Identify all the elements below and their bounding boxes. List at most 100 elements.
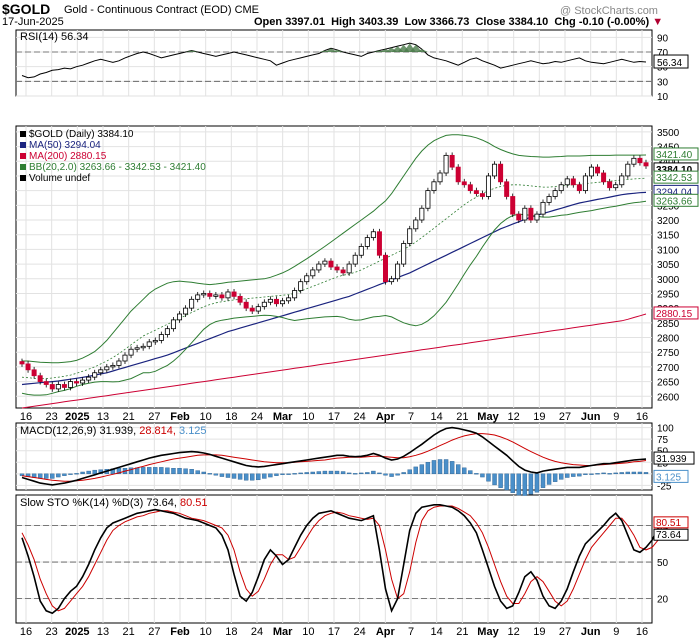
- macd-histogram-bar: [147, 467, 152, 475]
- y-tick-label: 2600: [657, 392, 680, 403]
- macd-histogram-bar: [334, 470, 340, 475]
- x-tick-label: Apr: [376, 626, 396, 638]
- sto-label: Slow STO %K(14) %D(3) 73.64, 80.51: [20, 497, 208, 509]
- macd-hist-value: 3.125: [179, 425, 207, 437]
- candle-body: [134, 347, 140, 350]
- candle-body: [140, 345, 146, 349]
- macd-histogram-bar: [565, 473, 570, 478]
- legend-swatch: [20, 175, 26, 181]
- y-tick-label: 2650: [657, 378, 680, 389]
- candle-body: [195, 294, 201, 300]
- macd-histogram-bar: [286, 473, 291, 475]
- candle-body: [292, 290, 298, 299]
- candle-body: [455, 166, 461, 183]
- x-tick-label: 17: [328, 626, 340, 638]
- x-tick-label: 24: [251, 626, 263, 638]
- candle-body: [607, 181, 613, 189]
- macd-histogram-bar: [516, 473, 521, 496]
- y-tick-label: 30: [657, 77, 669, 88]
- macd-histogram-bar: [486, 473, 491, 482]
- x-tick-label: 24: [354, 411, 366, 423]
- y-tick-label: 2700: [657, 363, 680, 374]
- candle-body: [492, 163, 498, 177]
- x-tick-label: 9: [613, 411, 619, 423]
- candle-body: [582, 175, 588, 192]
- x-tick-label: 21: [456, 626, 468, 638]
- rsi-value-tag-text: 56.34: [657, 58, 682, 69]
- high-value: 3403.39: [358, 16, 399, 28]
- candle-body: [540, 201, 546, 215]
- x-tick-label: 16: [20, 626, 32, 638]
- price-value-tag-text: 3421.40: [656, 150, 693, 161]
- macd-histogram-bar: [637, 471, 643, 475]
- candle-body: [280, 300, 286, 305]
- macd-histogram-bar: [171, 468, 176, 475]
- macd-histogram-bar: [62, 473, 67, 476]
- macd-histogram-bar: [74, 473, 79, 475]
- sto-k-line: [21, 503, 671, 615]
- macd-histogram-bar: [492, 473, 497, 486]
- y-tick-label: 3250: [657, 201, 680, 212]
- macd-histogram-bar: [19, 473, 25, 476]
- legend-swatch: [20, 153, 26, 159]
- y-tick-label: 10: [657, 92, 669, 103]
- x-tick-label: May: [477, 626, 499, 638]
- close-value: 3384.10: [508, 16, 549, 28]
- candle-body: [170, 319, 176, 330]
- candle-body: [177, 313, 183, 321]
- x-tick-label: 21: [456, 411, 468, 423]
- macd-histogram-bar: [528, 473, 534, 495]
- candle-body: [625, 163, 631, 177]
- symbol: $GOLD: [2, 1, 51, 17]
- macd-histogram-bar: [68, 473, 73, 475]
- bb-middle-line: [21, 177, 647, 380]
- price-value-tag-text: 3384.10: [656, 165, 693, 176]
- macd-histogram-bar: [558, 473, 564, 480]
- rsi-overbought-fill: [185, 50, 198, 52]
- macd-histogram-bar: [237, 473, 243, 480]
- macd-histogram-bar: [346, 472, 352, 475]
- watermark: @ StockCharts.com: [560, 5, 658, 17]
- x-tick-label: Apr: [376, 411, 396, 423]
- y-tick-label: 75: [657, 435, 669, 446]
- y-tick-label: 3200: [657, 216, 680, 227]
- candle-body: [310, 269, 316, 277]
- candle-body: [189, 298, 195, 309]
- candle-body: [267, 298, 273, 303]
- candle-body: [479, 193, 485, 197]
- candle-body: [255, 306, 261, 312]
- candle-body: [588, 166, 594, 177]
- x-tick-label: 24: [354, 626, 366, 638]
- rsi-value-tag: [653, 54, 689, 69]
- candle-body: [546, 196, 552, 203]
- macd-histogram-bar: [231, 473, 237, 479]
- macd-histogram-bar: [116, 468, 122, 475]
- candle-body: [401, 243, 407, 265]
- candle-body: [213, 294, 219, 297]
- y-tick-label: 2850: [657, 319, 680, 330]
- macd-histogram-bar: [298, 472, 303, 475]
- legend-entry: $GOLD (Daily) 3384.10: [29, 129, 134, 140]
- macd-histogram-bar: [140, 467, 146, 475]
- candle-body: [92, 372, 98, 378]
- candle-body: [98, 369, 104, 374]
- macd-histogram-bar: [468, 470, 473, 475]
- x-tick-label: 13: [97, 411, 109, 423]
- chg-value: -0.10 (-0.00%): [578, 16, 650, 28]
- macd-histogram-bar: [128, 467, 134, 475]
- macd-histogram-bar: [310, 471, 315, 475]
- x-tick-label: 17: [328, 411, 340, 423]
- candle-body: [431, 181, 437, 192]
- high-label: High: [331, 16, 356, 28]
- macd-histogram-bar: [201, 471, 206, 475]
- x-tick-label: 10: [200, 411, 212, 423]
- down-arrow-icon: ▼: [652, 16, 664, 28]
- candle-body: [516, 213, 522, 221]
- y-tick-label: 3050: [657, 260, 680, 271]
- macd-histogram-bar: [50, 473, 55, 479]
- macd-histogram-bar: [522, 473, 528, 496]
- x-tick-label: 16: [20, 411, 32, 423]
- macd-histogram-bar: [80, 471, 85, 475]
- macd-histogram-bar: [86, 470, 91, 475]
